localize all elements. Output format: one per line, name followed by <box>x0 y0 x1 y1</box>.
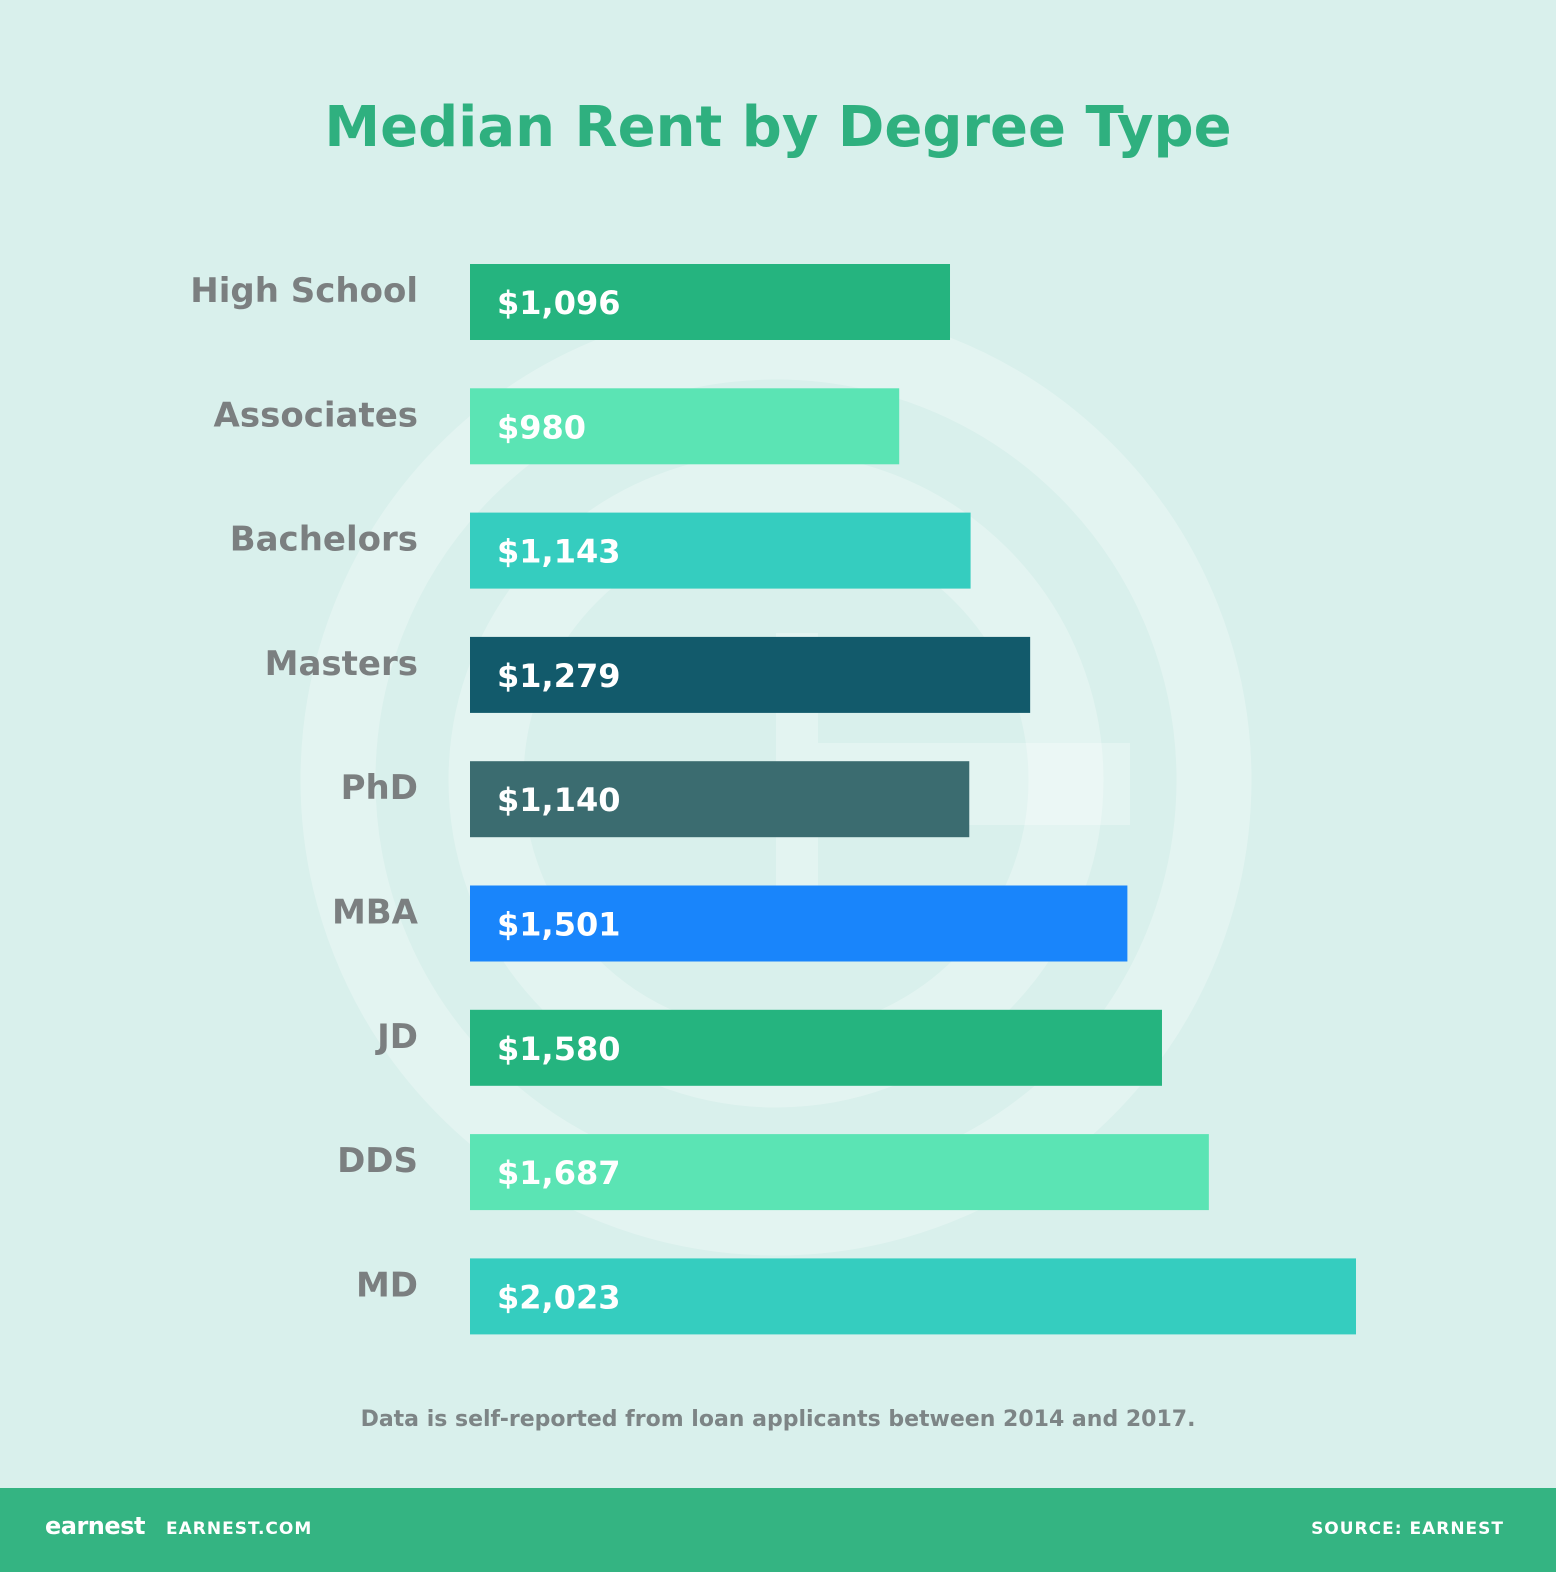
value-label: $1,143 <box>497 533 620 571</box>
value-label: $1,687 <box>497 1154 620 1192</box>
value-label: $1,501 <box>497 906 620 944</box>
value-label: $980 <box>497 408 586 446</box>
value-label: $1,580 <box>497 1030 620 1068</box>
category-label: Masters <box>265 644 418 684</box>
category-label: MBA <box>332 893 419 933</box>
category-label: JD <box>375 1017 418 1057</box>
bar-bachelors <box>470 512 971 589</box>
footer-bar: earnest EARNEST.COM SOURCE: EARNEST <box>0 1488 1556 1572</box>
earnest-logo[interactable]: earnest <box>45 1512 145 1540</box>
bar-masters <box>470 636 1031 713</box>
site-link[interactable]: EARNEST.COM <box>166 1519 313 1539</box>
bar-md <box>470 1258 1356 1335</box>
category-label: Associates <box>214 395 418 435</box>
category-label: PhD <box>341 768 418 808</box>
bar-dds <box>470 1134 1209 1211</box>
value-label: $1,279 <box>497 657 620 695</box>
category-label: Bachelors <box>230 520 418 560</box>
value-label: $1,140 <box>497 781 620 819</box>
category-label: High School <box>190 271 418 311</box>
category-label: MD <box>356 1265 418 1305</box>
bar-phd <box>470 761 970 838</box>
bar-associates <box>470 388 900 465</box>
bar-group: High School $1,096 Associates $980 Bachelors… <box>190 264 1356 1335</box>
value-label: $2,023 <box>497 1278 620 1316</box>
source-credit: SOURCE: EARNEST <box>1311 1519 1504 1539</box>
bar-jd <box>470 1009 1162 1086</box>
bar-mba <box>470 885 1128 962</box>
value-label: $1,096 <box>497 284 620 322</box>
bar-chart: Median Rent by Degree Type High School $1… <box>190 95 1356 1432</box>
category-label: DDS <box>337 1141 418 1181</box>
chart-title: Median Rent by Degree Type <box>324 95 1231 160</box>
chart-note: Data is self-reported from loan applican… <box>361 1407 1196 1432</box>
bar-high-school <box>470 264 951 340</box>
